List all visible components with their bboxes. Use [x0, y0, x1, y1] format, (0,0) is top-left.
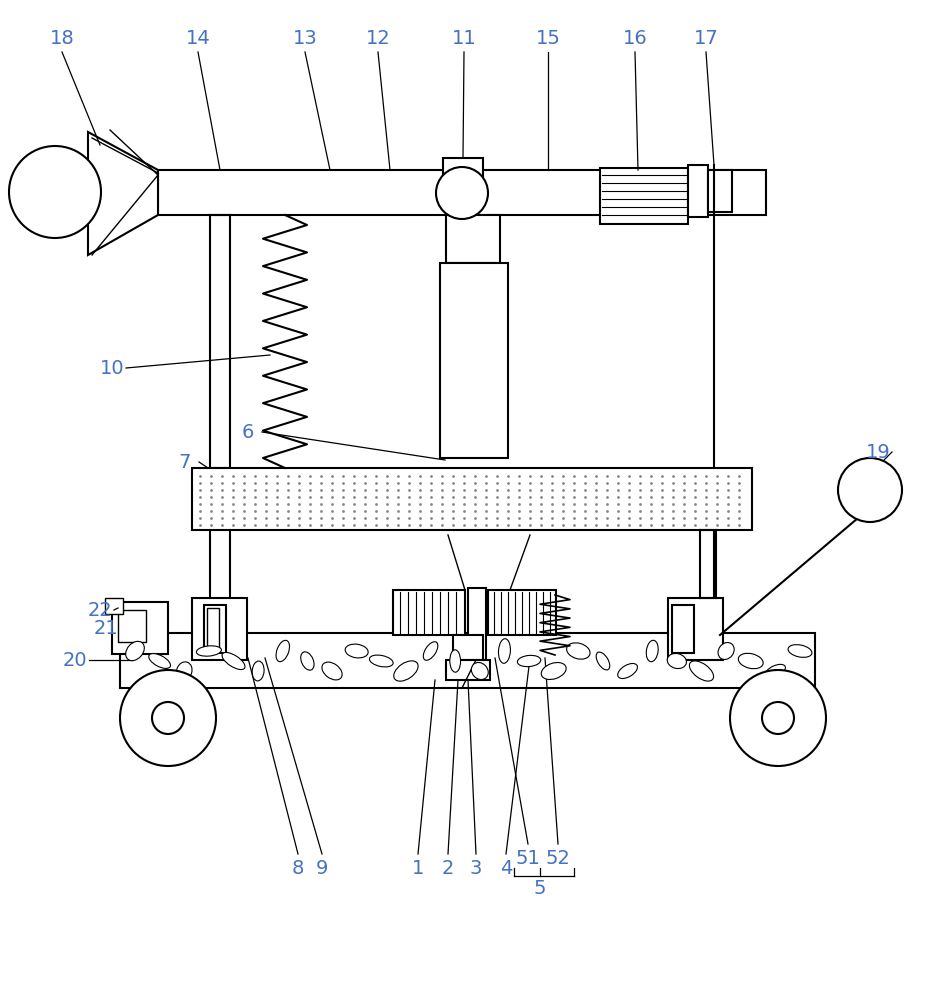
Ellipse shape	[718, 643, 734, 659]
Circle shape	[9, 146, 101, 238]
Text: 13: 13	[293, 28, 317, 47]
Bar	[440, 263, 508, 458]
Bar	[158, 170, 766, 215]
Bar	[453, 635, 483, 660]
Bar	[105, 598, 123, 614]
Text: 8: 8	[292, 858, 304, 878]
Ellipse shape	[252, 661, 264, 681]
Text: 21: 21	[94, 618, 118, 638]
Ellipse shape	[149, 654, 170, 668]
Ellipse shape	[276, 640, 289, 662]
Circle shape	[762, 702, 794, 734]
Ellipse shape	[739, 653, 763, 669]
Bar	[668, 598, 723, 660]
Ellipse shape	[370, 655, 393, 667]
Circle shape	[730, 670, 826, 766]
Text: 18: 18	[50, 28, 74, 47]
Text: 11: 11	[452, 28, 476, 47]
Ellipse shape	[394, 661, 418, 681]
Ellipse shape	[472, 662, 489, 680]
Text: 7: 7	[179, 452, 191, 472]
Ellipse shape	[541, 663, 566, 679]
Ellipse shape	[300, 652, 314, 670]
Bar	[468, 588, 486, 660]
Ellipse shape	[766, 664, 785, 678]
Ellipse shape	[596, 652, 609, 670]
Bar	[600, 168, 688, 224]
Bar	[118, 610, 146, 642]
Text: 10: 10	[100, 359, 124, 377]
Text: 4: 4	[500, 858, 512, 878]
Text: 51: 51	[516, 848, 540, 867]
Bar	[112, 602, 168, 654]
Text: 2: 2	[442, 858, 454, 878]
Bar	[204, 605, 226, 653]
Text: 3: 3	[470, 858, 482, 878]
Bar	[688, 165, 708, 217]
Ellipse shape	[618, 663, 637, 679]
Circle shape	[120, 670, 216, 766]
Ellipse shape	[222, 652, 245, 670]
Text: 22: 22	[88, 600, 112, 619]
Ellipse shape	[646, 640, 658, 662]
Ellipse shape	[690, 661, 713, 681]
Bar	[488, 590, 556, 635]
Text: 5: 5	[534, 879, 547, 898]
Circle shape	[436, 167, 488, 219]
Text: 1: 1	[412, 858, 424, 878]
Polygon shape	[88, 132, 158, 255]
Ellipse shape	[423, 642, 438, 660]
Text: 12: 12	[366, 28, 390, 47]
Ellipse shape	[125, 641, 144, 661]
Circle shape	[838, 458, 902, 522]
Ellipse shape	[518, 655, 541, 667]
Text: 14: 14	[185, 28, 211, 47]
Ellipse shape	[197, 646, 222, 656]
Text: 20: 20	[63, 650, 87, 670]
Bar	[192, 598, 247, 660]
Bar	[446, 660, 490, 680]
Ellipse shape	[667, 653, 686, 669]
Ellipse shape	[450, 650, 461, 672]
Ellipse shape	[322, 662, 343, 680]
Ellipse shape	[499, 639, 510, 663]
Text: 19: 19	[866, 442, 890, 462]
Ellipse shape	[177, 662, 192, 680]
Ellipse shape	[345, 644, 368, 658]
Bar	[192, 468, 752, 530]
Bar	[708, 170, 732, 212]
Text: 52: 52	[546, 848, 570, 867]
Ellipse shape	[788, 645, 812, 657]
Circle shape	[152, 702, 184, 734]
Text: 9: 9	[315, 858, 329, 878]
Text: 17: 17	[694, 28, 718, 47]
Bar	[393, 590, 465, 635]
Bar	[446, 215, 500, 263]
Text: 6: 6	[241, 422, 255, 442]
Text: 15: 15	[535, 28, 561, 47]
Bar	[207, 608, 219, 650]
Bar	[120, 633, 815, 688]
Bar	[443, 158, 483, 192]
Ellipse shape	[566, 643, 590, 659]
Bar	[672, 605, 694, 653]
Text: 16: 16	[622, 28, 648, 47]
